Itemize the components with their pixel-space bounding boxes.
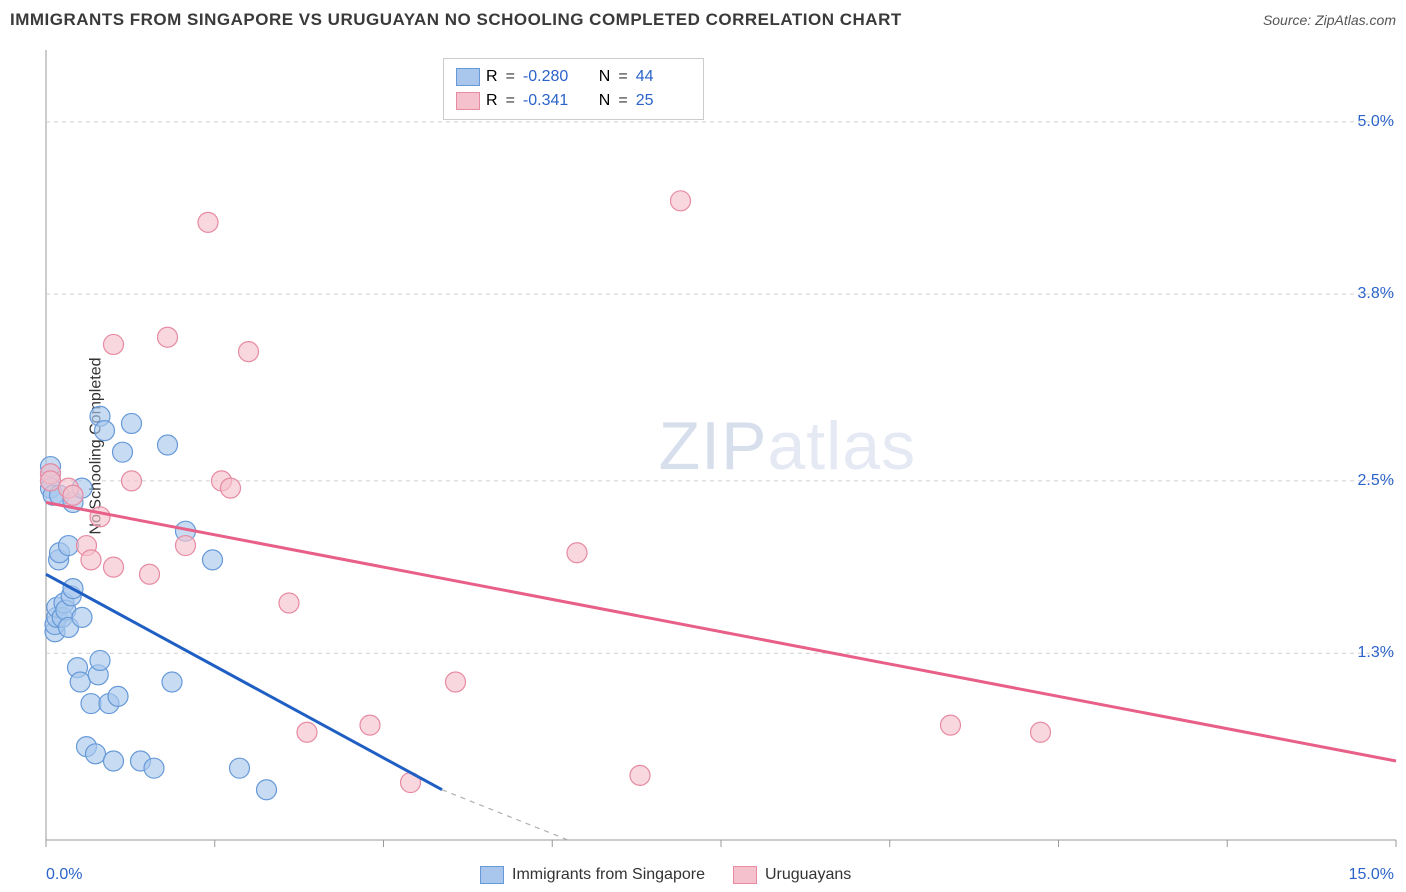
data-point bbox=[162, 672, 182, 692]
y-axis-tick-label: 3.8% bbox=[1358, 285, 1394, 303]
y-axis-tick-label: 1.3% bbox=[1358, 644, 1394, 662]
data-point bbox=[122, 413, 142, 433]
data-point bbox=[671, 191, 691, 211]
data-point bbox=[104, 751, 124, 771]
legend-series-item: Uruguayans bbox=[733, 866, 851, 884]
data-point bbox=[41, 471, 61, 491]
data-point bbox=[158, 327, 178, 347]
data-point bbox=[630, 765, 650, 785]
legend-series-item: Immigrants from Singapore bbox=[480, 866, 705, 884]
correlation-chart bbox=[0, 0, 1406, 892]
legend-swatch bbox=[456, 68, 480, 86]
data-point bbox=[941, 715, 961, 735]
data-point bbox=[239, 342, 259, 362]
trend-line-extension bbox=[442, 790, 568, 840]
data-point bbox=[104, 557, 124, 577]
data-point bbox=[446, 672, 466, 692]
data-point bbox=[63, 485, 83, 505]
data-point bbox=[59, 536, 79, 556]
data-point bbox=[113, 442, 133, 462]
legend-swatch bbox=[456, 92, 480, 110]
legend-stats: R=-0.280 N=44R=-0.341 N=25 bbox=[443, 58, 704, 120]
data-point bbox=[567, 543, 587, 563]
x-axis-min-label: 0.0% bbox=[46, 866, 82, 884]
data-point bbox=[108, 686, 128, 706]
data-point bbox=[90, 650, 110, 670]
data-point bbox=[81, 694, 101, 714]
legend-series-label: Uruguayans bbox=[765, 866, 851, 884]
data-point bbox=[198, 212, 218, 232]
legend-series-label: Immigrants from Singapore bbox=[512, 866, 705, 884]
data-point bbox=[122, 471, 142, 491]
data-point bbox=[360, 715, 380, 735]
legend-stat-row: R=-0.341 N=25 bbox=[456, 89, 691, 113]
data-point bbox=[1031, 722, 1051, 742]
data-point bbox=[230, 758, 250, 778]
legend-swatch bbox=[733, 866, 757, 884]
data-point bbox=[81, 550, 101, 570]
data-point bbox=[90, 507, 110, 527]
data-point bbox=[72, 607, 92, 627]
data-point bbox=[257, 780, 277, 800]
x-axis-max-label: 15.0% bbox=[1349, 866, 1394, 884]
data-point bbox=[297, 722, 317, 742]
y-axis-tick-label: 5.0% bbox=[1358, 113, 1394, 131]
data-point bbox=[86, 744, 106, 764]
data-point bbox=[158, 435, 178, 455]
data-point bbox=[95, 421, 115, 441]
data-point bbox=[176, 536, 196, 556]
data-point bbox=[221, 478, 241, 498]
data-point bbox=[279, 593, 299, 613]
trend-line bbox=[46, 502, 1396, 761]
data-point bbox=[144, 758, 164, 778]
data-point bbox=[140, 564, 160, 584]
legend-swatch bbox=[480, 866, 504, 884]
legend-series: Immigrants from Singapore Uruguayans bbox=[480, 866, 851, 884]
data-point bbox=[203, 550, 223, 570]
data-point bbox=[70, 672, 90, 692]
y-axis-tick-label: 2.5% bbox=[1358, 472, 1394, 490]
data-point bbox=[104, 334, 124, 354]
legend-stat-row: R=-0.280 N=44 bbox=[456, 65, 691, 89]
